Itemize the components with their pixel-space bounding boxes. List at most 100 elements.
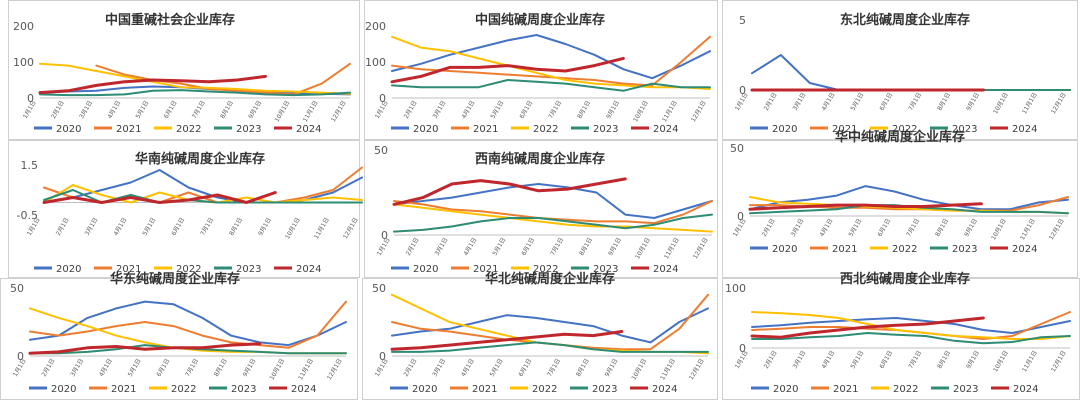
legend-label-2024: 2024 xyxy=(291,384,316,395)
legend-label-2020: 2020 xyxy=(56,124,81,135)
legend-label-2022: 2022 xyxy=(176,124,201,135)
y-tick-label: 5 xyxy=(739,14,746,27)
legend-label-2022: 2022 xyxy=(892,244,917,255)
series-line-2023 xyxy=(393,213,713,233)
series-line-2024 xyxy=(390,330,624,351)
legend-label-2020: 2020 xyxy=(772,244,797,255)
legend-label-2021: 2021 xyxy=(473,124,498,135)
legend-label-2020: 2020 xyxy=(413,264,438,275)
legend-label-2020: 2020 xyxy=(413,124,438,135)
panel-border xyxy=(8,140,360,278)
y-tick-label: 50 xyxy=(374,144,388,157)
legend-label-2023: 2023 xyxy=(236,124,261,135)
y-tick-label: 0 xyxy=(379,92,386,105)
legend-label-2023: 2023 xyxy=(236,264,261,275)
legend-label-2021: 2021 xyxy=(833,384,858,395)
series-line-2020 xyxy=(749,185,1069,211)
y-tick-label: 100 xyxy=(13,56,34,69)
legend-label-2024: 2024 xyxy=(1013,384,1038,395)
series-line-2024 xyxy=(748,202,983,211)
legend-label-2023: 2023 xyxy=(593,124,618,135)
series-line-2020 xyxy=(391,307,709,344)
legend-label-2024: 2024 xyxy=(296,124,321,135)
chart-title: 中国重碱社会企业库存 xyxy=(105,12,235,28)
legend-label-2022: 2022 xyxy=(892,124,917,135)
y-tick-label: 100 xyxy=(365,56,386,69)
legend-label-2021: 2021 xyxy=(472,384,497,395)
legend-label-2022: 2022 xyxy=(532,384,557,395)
series-line-2022 xyxy=(393,203,713,233)
series-line-2020 xyxy=(391,34,711,80)
panel-border xyxy=(362,278,718,400)
chart-title: 华北纯碱周度企业库存 xyxy=(485,271,615,287)
y-tick-label: 100 xyxy=(725,282,746,295)
series-line-2023 xyxy=(391,79,711,92)
y-tick-label: 0 xyxy=(739,342,746,355)
legend-label-2023: 2023 xyxy=(593,264,618,275)
legend-label-2024: 2024 xyxy=(653,124,678,135)
legend-label-2023: 2023 xyxy=(953,384,978,395)
y-tick-label: 0 xyxy=(379,350,386,363)
series-line-2024 xyxy=(38,74,267,95)
y-tick-label: 1.5 xyxy=(21,159,39,172)
series-line-2023 xyxy=(391,341,709,353)
panel-border xyxy=(0,278,358,400)
legend-label-2022: 2022 xyxy=(171,384,196,395)
legend-label-2023: 2023 xyxy=(231,384,256,395)
series-line-2020 xyxy=(29,300,347,347)
chart-title: 东北纯碱周度企业库存 xyxy=(840,12,970,28)
legend-label-2022: 2022 xyxy=(533,124,558,135)
legend-label-2021: 2021 xyxy=(116,124,141,135)
series-line-2021 xyxy=(29,300,347,349)
y-tick-label: 0 xyxy=(739,84,746,97)
legend-label-2020: 2020 xyxy=(51,384,76,395)
series-line-2024 xyxy=(390,56,625,84)
series-line-2021 xyxy=(95,62,351,96)
legend-label-2022: 2022 xyxy=(176,264,201,275)
series-line-2024 xyxy=(392,177,627,206)
series-line-2020 xyxy=(751,317,1071,334)
chart-title: 中国纯碱周度企业库存 xyxy=(475,12,605,28)
legend-label-2023: 2023 xyxy=(952,124,977,135)
chart-title: 华南纯碱周度企业库存 xyxy=(135,151,265,167)
legend-label-2024: 2024 xyxy=(1012,124,1037,135)
chart-title: 西北纯碱周度企业库存 xyxy=(840,271,970,287)
series-line-2022 xyxy=(391,35,711,90)
series-line-2024 xyxy=(750,316,985,339)
legend-label-2021: 2021 xyxy=(832,124,857,135)
y-tick-label: 0 xyxy=(17,350,24,363)
chart-title: 华中纯碱周度企业库存 xyxy=(835,129,965,145)
series-line-2023 xyxy=(751,332,1071,345)
y-tick-label: 0 xyxy=(27,92,34,105)
legend-label-2021: 2021 xyxy=(111,384,136,395)
series-line-2024 xyxy=(28,342,262,355)
chart-title: 西南纯碱周度企业库存 xyxy=(475,151,605,167)
y-tick-label: 50 xyxy=(10,282,24,295)
legend-label-2024: 2024 xyxy=(296,264,321,275)
y-tick-label: 50 xyxy=(372,282,386,295)
legend-label-2020: 2020 xyxy=(772,124,797,135)
legend-label-2020: 2020 xyxy=(56,264,81,275)
legend-label-2023: 2023 xyxy=(592,384,617,395)
panel-border xyxy=(364,140,718,278)
y-tick-label: -0.5 xyxy=(17,209,38,222)
series-line-2022 xyxy=(751,311,1071,340)
y-tick-label: 200 xyxy=(365,20,386,33)
panel-border xyxy=(722,0,1078,140)
legend-label-2021: 2021 xyxy=(832,244,857,255)
series-line-2024 xyxy=(42,191,277,204)
legend-label-2022: 2022 xyxy=(533,264,558,275)
legend-label-2024: 2024 xyxy=(1012,244,1037,255)
series-line-2023 xyxy=(39,89,351,97)
legend-label-2021: 2021 xyxy=(473,264,498,275)
y-tick-label: 50 xyxy=(730,142,744,155)
